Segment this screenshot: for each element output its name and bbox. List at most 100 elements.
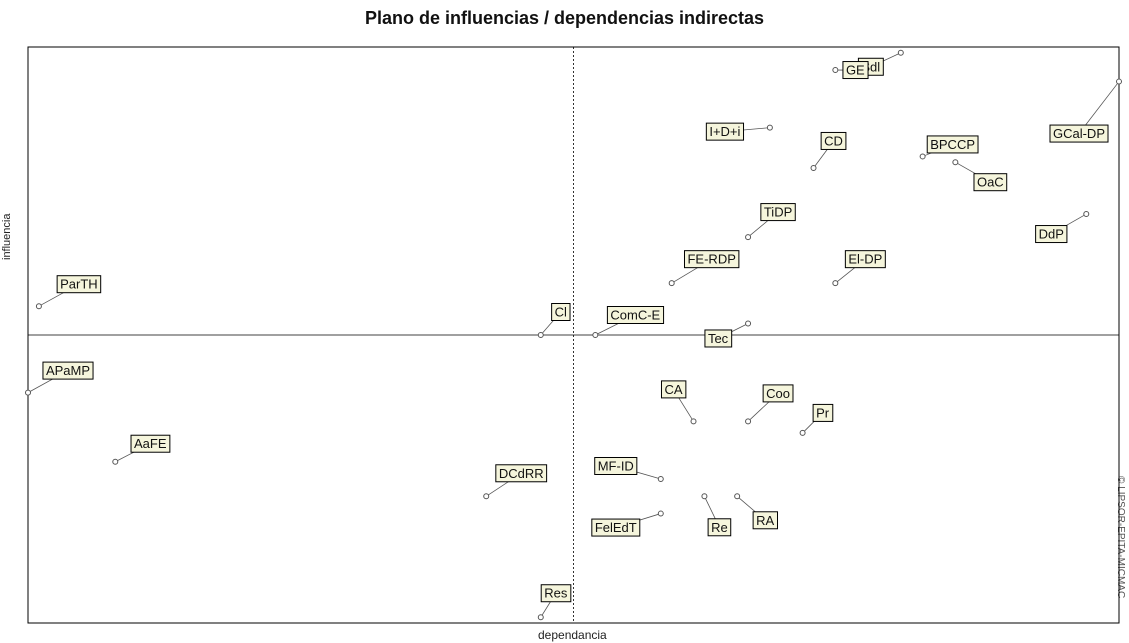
- point-label: Re: [711, 520, 728, 535]
- point-label-box: [705, 122, 745, 141]
- point-feledt: FelEdT: [591, 510, 664, 537]
- point-marker: [832, 280, 839, 287]
- point-marker: [25, 389, 31, 396]
- point-re: Re: [701, 493, 732, 537]
- point-label-box: [820, 131, 847, 150]
- point-label-box: [842, 61, 869, 80]
- point-label: CA: [664, 382, 682, 397]
- point-ge: GE: [832, 61, 869, 80]
- point-marker: [1083, 211, 1090, 218]
- point-label: BPCCP: [930, 137, 975, 152]
- point-dcdrr: DCdRR: [483, 464, 548, 500]
- point-label-box: [760, 203, 796, 222]
- point-label: GCal-DP: [1053, 126, 1105, 141]
- point-marker: [537, 332, 544, 338]
- point-ca: CA: [660, 380, 697, 425]
- point-label-box: [660, 380, 687, 399]
- point-fe-rdp: FE-RDP: [668, 250, 740, 287]
- point-label-box: [707, 518, 732, 537]
- point-oac: OaC: [952, 159, 1008, 192]
- point-label-box: [56, 275, 102, 294]
- point-label: DCdRR: [499, 466, 544, 481]
- point-label-box: [973, 173, 1008, 192]
- point-label-box: [130, 434, 171, 453]
- point-label: El-DP: [848, 252, 882, 267]
- point-marker: [745, 418, 752, 425]
- point-marker: [766, 124, 773, 131]
- point-pr: Pr: [799, 403, 834, 436]
- point-marker: [734, 493, 741, 500]
- point-label: Coo: [766, 386, 790, 401]
- point-marker: [810, 164, 817, 171]
- point-comc-e: ComC-E: [592, 306, 665, 338]
- point-parth: ParTH: [35, 275, 102, 310]
- point-tec: Tec: [704, 320, 752, 348]
- point-label-box: [704, 329, 733, 348]
- point-ddp: DdP: [1035, 211, 1090, 244]
- point-res: Res: [537, 584, 572, 621]
- point-label-box: [495, 464, 548, 483]
- point-label: GE: [846, 63, 865, 78]
- point-mf-id: MF-ID: [594, 457, 664, 482]
- point-tidp: TiDP: [745, 203, 796, 241]
- point-label: CD: [824, 133, 843, 148]
- point-label-box: [1049, 124, 1109, 143]
- point-marker: [592, 332, 599, 338]
- point-apamp: APaMP: [25, 361, 94, 396]
- point-marker: [483, 493, 490, 500]
- point-label: ParTH: [60, 277, 98, 292]
- point-label-box: [540, 584, 572, 603]
- point-label-box: [591, 518, 641, 537]
- point-label: Cl: [555, 305, 567, 320]
- point-gcal-dp: GCal-DP: [1049, 78, 1122, 143]
- point-cd: CD: [810, 131, 847, 171]
- x-axis-label: dependancia: [538, 628, 607, 642]
- point-label: I+D+i: [709, 124, 740, 139]
- point-label-box: [812, 403, 834, 422]
- point-label: FelEdT: [595, 520, 637, 535]
- point-cl: Cl: [537, 303, 571, 338]
- point-label-box: [683, 250, 740, 269]
- point-el-dp: El-DP: [832, 250, 886, 287]
- point-label-box: [926, 135, 979, 154]
- point-label: OaC: [977, 175, 1004, 190]
- point-label: DdP: [1039, 227, 1064, 242]
- point-label: RA: [756, 513, 774, 528]
- point-marker: [799, 429, 806, 436]
- point-label: MF-ID: [598, 459, 634, 474]
- point-i-d-i: I+D+i: [705, 122, 773, 141]
- point-label-box: [606, 306, 665, 324]
- point-label-box: [42, 361, 94, 380]
- point-label: Res: [544, 586, 568, 601]
- point-ra: RA: [734, 493, 779, 530]
- point-label: AaFE: [134, 436, 167, 451]
- point-marker: [657, 476, 664, 482]
- point-label-box: [752, 511, 779, 530]
- point-coo: Coo: [745, 384, 794, 425]
- point-marker: [112, 458, 119, 465]
- point-marker: [952, 159, 959, 166]
- point-label: Pr: [816, 405, 830, 420]
- point-label: ComC-E: [610, 308, 660, 323]
- point-marker: [657, 510, 664, 517]
- point-marker: [745, 320, 752, 327]
- point-marker: [668, 280, 675, 287]
- point-marker: [537, 614, 544, 621]
- point-label-box: [844, 250, 886, 269]
- point-marker: [701, 493, 708, 500]
- point-marker: [897, 49, 904, 56]
- point-label-box: [762, 384, 794, 403]
- chart-title: Plano de influencias / dependencias indi…: [364, 8, 765, 28]
- point-label-box: [1035, 225, 1068, 244]
- point-label: APaMP: [46, 363, 90, 378]
- point-marker: [1116, 78, 1122, 85]
- point-marker: [745, 234, 752, 241]
- point-label: TiDP: [764, 205, 792, 220]
- point-label: FE-RDP: [687, 252, 735, 267]
- point-bpccp: BPCCP: [919, 135, 979, 160]
- point-label: Tec: [708, 331, 729, 346]
- point-label-box: [551, 303, 571, 321]
- point-label-box: [594, 457, 638, 475]
- point-marker: [690, 418, 697, 425]
